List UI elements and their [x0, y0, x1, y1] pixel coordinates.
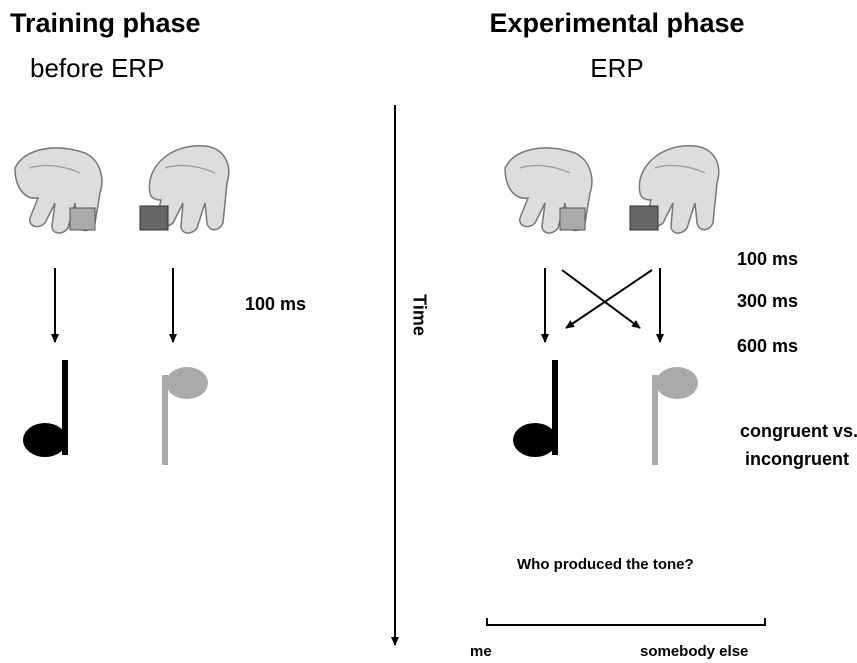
- note-black: [513, 360, 558, 457]
- note-gray: [162, 367, 208, 465]
- rating-scale: [486, 618, 766, 626]
- right-subtitle: ERP: [590, 53, 643, 83]
- delay-label: 100 ms: [245, 294, 306, 314]
- scale-left: me: [470, 643, 492, 660]
- question: Who produced the tone?: [517, 556, 694, 573]
- left-subtitle: before ERP: [30, 53, 164, 83]
- scale-right: somebody else: [640, 643, 748, 660]
- hand-other: [139, 145, 230, 234]
- arrows: [51, 268, 664, 343]
- condition-label: congruent vs.: [740, 421, 857, 441]
- hand-self: [14, 147, 103, 234]
- right-title: Experimental phase: [489, 8, 744, 38]
- note-gray: [652, 367, 698, 465]
- left-title: Training phase: [10, 8, 201, 38]
- hand-self: [504, 147, 593, 234]
- delay-label: 100 ms: [737, 249, 798, 269]
- condition-label: incongruent: [745, 449, 849, 469]
- delay-label: 600 ms: [737, 336, 798, 356]
- delay-label: 300 ms: [737, 291, 798, 311]
- hand-other: [629, 145, 720, 234]
- note-black: [23, 360, 68, 457]
- time-label: Time: [409, 294, 429, 336]
